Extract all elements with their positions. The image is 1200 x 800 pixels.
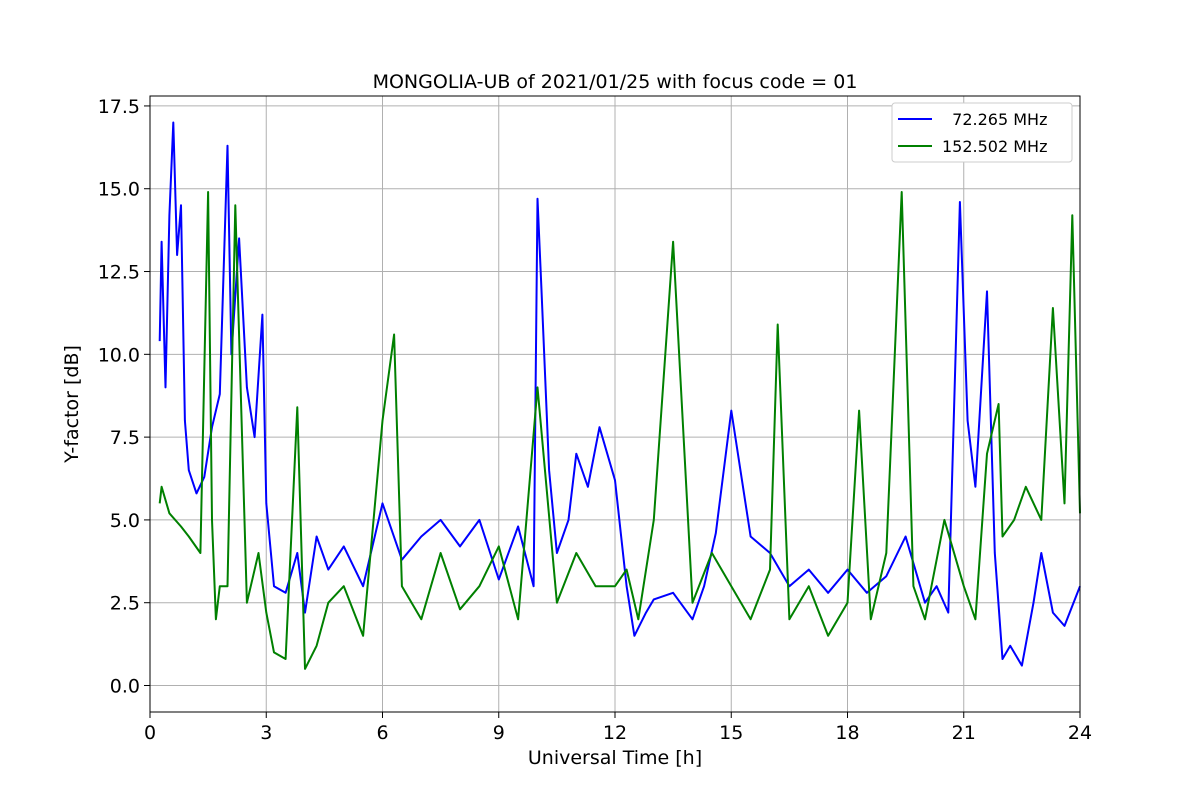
series-line-2 bbox=[158, 191, 1081, 670]
y-tick-label: 5.0 bbox=[110, 510, 140, 532]
y-tick-label: 12.5 bbox=[98, 262, 140, 284]
y-tick-label: 0.0 bbox=[110, 676, 140, 698]
legend: 72.265 MHz 152.502 MHz bbox=[891, 102, 1073, 163]
legend-box bbox=[891, 102, 1073, 163]
y-tick-label: 15.0 bbox=[98, 179, 140, 201]
x-tick-label: 21 bbox=[952, 722, 976, 744]
x-tick-label: 12 bbox=[603, 722, 627, 744]
y-axis: 0.0 2.5 5.0 7.5 10.0 12.5 15.0 17.5 bbox=[98, 96, 150, 698]
y-tick-label: 17.5 bbox=[98, 96, 140, 118]
y-tick-label: 7.5 bbox=[110, 427, 140, 449]
x-tick-label: 3 bbox=[260, 722, 272, 744]
x-tick-label: 18 bbox=[835, 722, 859, 744]
x-tick-label: 9 bbox=[493, 722, 505, 744]
y-axis-label: Y-factor [dB] bbox=[61, 345, 83, 464]
legend-label-series-1: 72.265 MHz bbox=[942, 110, 1047, 129]
series-layer bbox=[158, 121, 1081, 670]
y-tick-label: 2.5 bbox=[110, 593, 140, 615]
legend-label-series-2: 152.502 MHz bbox=[942, 137, 1047, 156]
chart-title: MONGOLIA-UB of 2021/01/25 with focus cod… bbox=[373, 71, 858, 93]
x-axis: 0 3 6 9 12 15 18 21 24 bbox=[144, 712, 1092, 744]
series-line-1 bbox=[158, 121, 1081, 667]
x-tick-label: 6 bbox=[376, 722, 388, 744]
x-axis-label: Universal Time [h] bbox=[528, 747, 702, 769]
x-tick-label: 24 bbox=[1068, 722, 1092, 744]
y-tick-label: 10.0 bbox=[98, 344, 140, 366]
x-tick-label: 15 bbox=[719, 722, 743, 744]
x-tick-label: 0 bbox=[144, 722, 156, 744]
